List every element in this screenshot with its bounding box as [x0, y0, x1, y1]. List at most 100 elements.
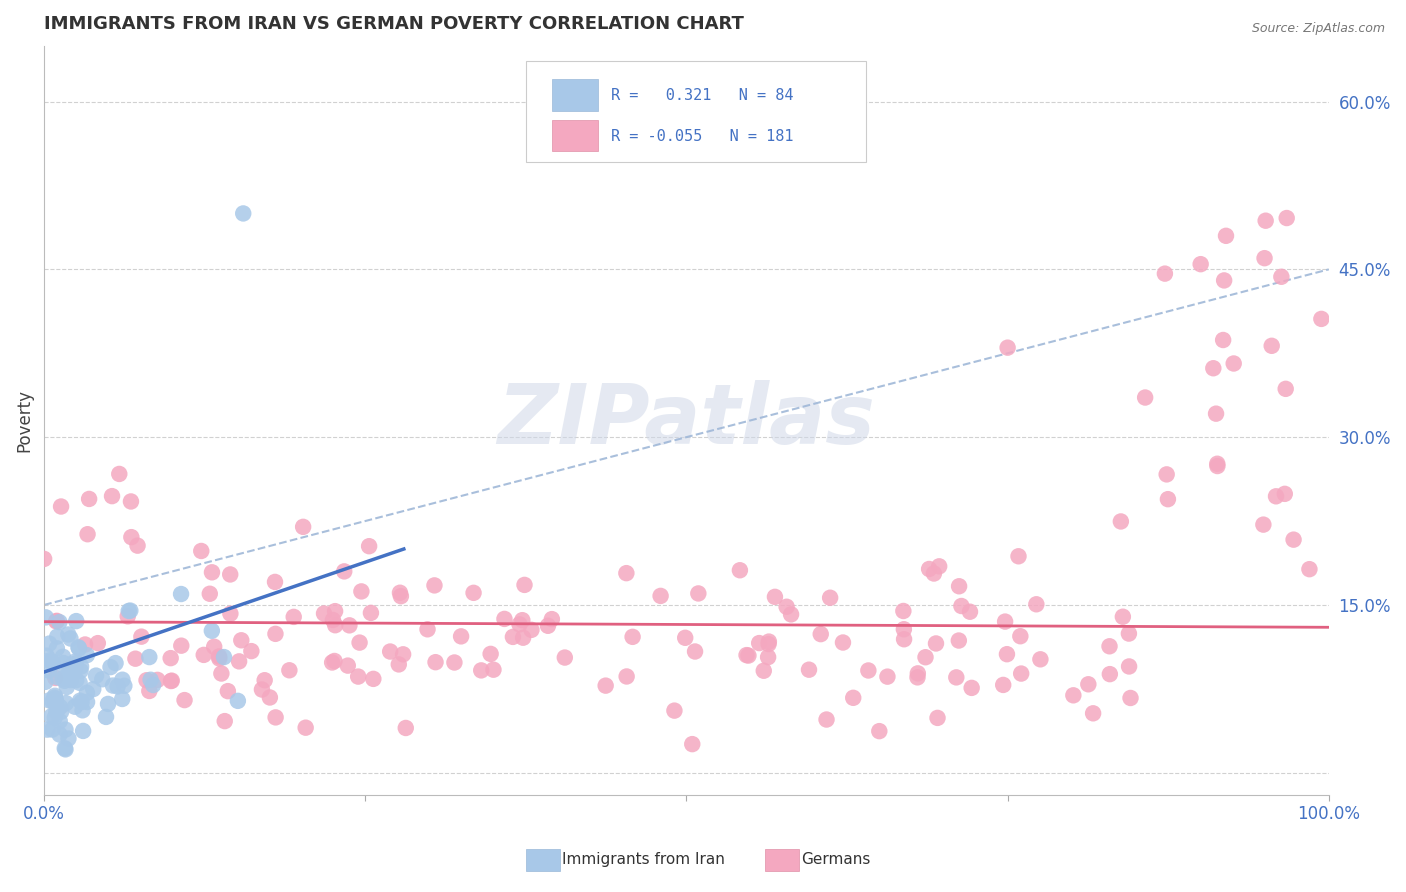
Point — [69, 664, 91, 678]
Point — [170, 639, 193, 653]
Point — [1081, 706, 1104, 721]
Point — [45, 615, 67, 629]
Point — [737, 648, 759, 663]
Point — [190, 544, 212, 558]
Point — [139, 673, 162, 687]
Point — [380, 644, 402, 658]
Point — [922, 566, 945, 581]
Point — [283, 610, 305, 624]
Point — [226, 694, 249, 708]
Point — [170, 587, 193, 601]
Point — [76, 695, 98, 709]
Point — [67, 640, 90, 655]
Point — [509, 617, 531, 632]
Text: IMMIGRANTS FROM IRAN VS GERMAN POVERTY CORRELATION CHART: IMMIGRANTS FROM IRAN VS GERMAN POVERTY C… — [44, 15, 744, 33]
Point — [1157, 492, 1180, 507]
Point — [842, 690, 865, 705]
FancyBboxPatch shape — [551, 79, 598, 111]
Point — [107, 680, 129, 694]
Point — [323, 618, 346, 632]
Point — [292, 520, 315, 534]
Point — [63, 655, 86, 669]
Point — [38, 693, 60, 707]
Point — [240, 644, 263, 658]
Point — [91, 672, 114, 686]
Point — [59, 632, 82, 646]
Point — [1062, 688, 1084, 702]
Point — [1310, 312, 1333, 326]
Point — [117, 609, 139, 624]
Point — [1189, 257, 1212, 271]
FancyBboxPatch shape — [551, 120, 598, 152]
Point — [160, 673, 183, 688]
Point — [44, 711, 66, 725]
Point — [120, 604, 142, 618]
Point — [209, 666, 232, 681]
Point — [67, 641, 90, 656]
Point — [818, 591, 841, 605]
Point — [198, 587, 221, 601]
FancyBboxPatch shape — [526, 61, 866, 161]
Point — [48, 615, 70, 629]
Point — [1029, 652, 1052, 666]
Point — [359, 539, 381, 553]
Point — [35, 648, 58, 663]
Point — [494, 612, 516, 626]
Point — [1206, 457, 1229, 471]
Point — [294, 721, 316, 735]
Point — [53, 673, 76, 688]
Point — [94, 710, 117, 724]
Point — [1270, 269, 1292, 284]
Point — [120, 530, 142, 544]
Point — [65, 657, 87, 671]
Point — [111, 673, 134, 687]
Point — [69, 694, 91, 708]
Point — [918, 562, 941, 576]
Point — [63, 699, 86, 714]
Point — [104, 656, 127, 670]
Point — [219, 607, 242, 621]
Point — [46, 670, 69, 684]
Point — [70, 659, 93, 673]
Point — [146, 673, 169, 687]
Point — [72, 723, 94, 738]
Point — [1206, 458, 1229, 473]
Point — [350, 584, 373, 599]
Point — [124, 651, 146, 665]
Point — [45, 694, 67, 708]
Point — [1077, 677, 1099, 691]
Point — [893, 632, 915, 647]
Point — [1010, 666, 1032, 681]
Point — [541, 612, 564, 626]
Point — [32, 552, 55, 566]
Point — [595, 679, 617, 693]
Point — [44, 690, 66, 705]
Point — [193, 648, 215, 662]
Point — [142, 678, 165, 692]
Text: R =   0.321   N = 84: R = 0.321 N = 84 — [610, 88, 793, 103]
Point — [797, 663, 820, 677]
Point — [264, 574, 287, 589]
Point — [815, 713, 838, 727]
Point — [44, 689, 66, 703]
Point — [1202, 361, 1225, 376]
Point — [928, 559, 950, 574]
Point — [41, 723, 63, 737]
Point — [232, 206, 254, 220]
Point — [259, 690, 281, 705]
Text: Immigrants from Iran: Immigrants from Iran — [562, 853, 725, 867]
Point — [208, 649, 231, 664]
Point — [76, 686, 98, 700]
Point — [1275, 211, 1298, 225]
Point — [41, 694, 63, 708]
Point — [323, 654, 346, 668]
Point — [1274, 382, 1296, 396]
Point — [84, 668, 107, 682]
Point — [339, 618, 361, 632]
Point — [39, 655, 62, 669]
Point — [45, 641, 67, 656]
Point — [72, 703, 94, 717]
Point — [55, 742, 77, 756]
Point — [321, 656, 343, 670]
Point — [1118, 626, 1140, 640]
